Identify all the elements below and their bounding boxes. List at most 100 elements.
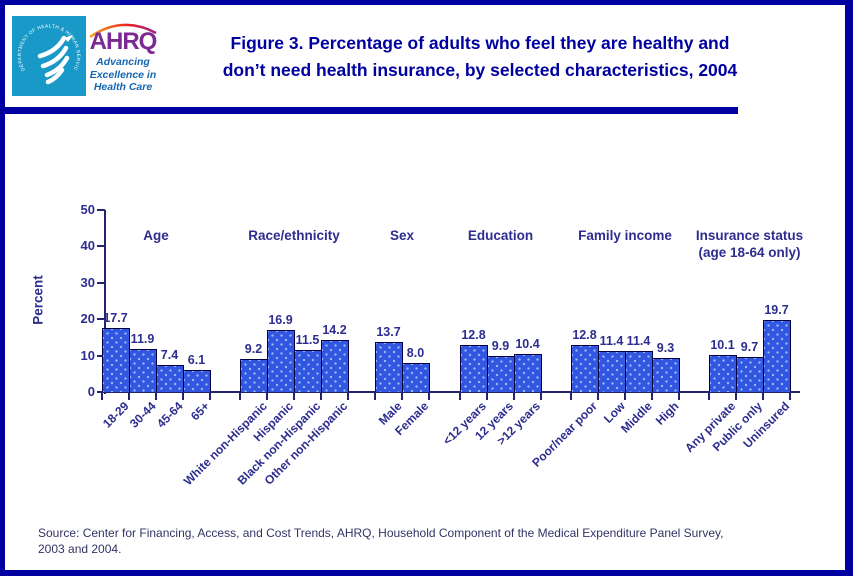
bar-value-label: 10.4: [515, 337, 540, 352]
bar: [625, 350, 653, 392]
group-label: Insurance status: [695, 228, 804, 243]
ahrq-tagline: Advancing Excellence in Health Care: [86, 56, 160, 94]
x-axis-tick: [459, 392, 461, 400]
bar-value-label: 6.1: [187, 352, 206, 367]
bar: [183, 369, 211, 392]
bar-value-label: 8.0: [406, 345, 425, 360]
bar-value-label: 14.2: [322, 323, 347, 338]
bar: [598, 350, 626, 392]
group-label: Family income: [578, 228, 672, 243]
y-axis-tick-label: 50: [80, 202, 95, 217]
x-axis-tick: [155, 392, 157, 400]
x-tick-label: 45-64: [153, 399, 186, 431]
bar-value-label: 11.4: [626, 333, 651, 348]
y-axis: [104, 210, 106, 394]
y-axis-tick-label: 0: [87, 384, 95, 399]
x-axis-tick: [182, 392, 184, 400]
bar: [652, 358, 680, 392]
bar-value-label: 17.7: [103, 310, 128, 325]
y-axis-tick: [97, 281, 105, 284]
x-axis-tick: [513, 392, 515, 400]
x-axis-tick: [374, 392, 376, 400]
bar: [129, 348, 157, 392]
x-axis-tick: [624, 392, 626, 400]
group-label: (age 18-64 only): [698, 245, 801, 260]
bar: [267, 330, 295, 392]
figure-title-line-2: don’t need health insurance, by selected…: [222, 60, 738, 80]
group-label: Race/ethnicity: [248, 228, 340, 243]
bar: [321, 340, 349, 392]
x-axis-tick: [239, 392, 241, 400]
x-axis-tick: [428, 392, 430, 400]
ahrq-tagline-line: Health Care: [93, 81, 153, 93]
group-label: Sex: [389, 228, 415, 243]
bar-value-label: 10.1: [710, 338, 735, 353]
x-tick-label: High: [652, 399, 682, 428]
bar: [402, 362, 430, 392]
bar-value-label: 12.8: [572, 328, 597, 343]
bar-value-label: 9.3: [656, 341, 675, 356]
x-tick-label: 18-29: [99, 399, 132, 431]
x-axis-tick: [570, 392, 572, 400]
x-axis-tick: [320, 392, 322, 400]
bar: [375, 342, 403, 392]
x-axis: [104, 391, 800, 393]
bar: [156, 365, 184, 392]
x-axis-tick: [209, 392, 211, 400]
bar: [294, 350, 322, 392]
ahrq-wordmark: AHRQ: [89, 28, 158, 55]
bar-value-label: 13.7: [376, 325, 401, 340]
x-axis-tick: [266, 392, 268, 400]
ahrq-logo: AHRQ Advancing Excellence in Health Care: [86, 16, 160, 96]
figure-title: Figure 3. Percentage of adults who feel …: [170, 30, 790, 84]
x-axis-tick: [651, 392, 653, 400]
bar-value-label: 16.9: [268, 313, 293, 328]
bar-value-label: 11.5: [295, 333, 320, 348]
bar: [763, 320, 791, 392]
bar-value-label: 11.4: [599, 333, 624, 348]
x-axis-tick: [762, 392, 764, 400]
bar: [460, 345, 488, 392]
x-axis-tick: [486, 392, 488, 400]
source-note: Source: Center for Financing, Access, an…: [38, 525, 828, 557]
ahrq-swoosh-icon: [89, 23, 157, 39]
x-axis-tick: [678, 392, 680, 400]
source-note-line-2: 2003 and 2004.: [38, 542, 122, 556]
bar: [487, 355, 515, 392]
bar-value-label: 9.9: [491, 338, 510, 353]
bar: [736, 356, 764, 392]
bar-value-label: 9.7: [740, 339, 759, 354]
y-axis-tick: [97, 245, 105, 248]
figure-title-line-1: Figure 3. Percentage of adults who feel …: [230, 33, 730, 53]
bar-value-label: 7.4: [160, 348, 179, 363]
x-axis-tick: [789, 392, 791, 400]
y-axis-tick-label: 20: [80, 311, 95, 327]
x-axis-tick: [101, 392, 103, 400]
x-axis-tick: [401, 392, 403, 400]
hhs-logo: DEPARTMENT OF HEALTH & HUMAN SERVICES • …: [10, 12, 86, 96]
group-label: Age: [143, 228, 169, 243]
ahrq-tagline-line: Advancing: [96, 56, 150, 68]
group-label: Education: [467, 228, 534, 243]
bar: [514, 354, 542, 392]
bar-value-label: 19.7: [764, 303, 789, 318]
hhs-ahrq-logo: DEPARTMENT OF HEALTH & HUMAN SERVICES • …: [10, 12, 160, 96]
y-axis-tick: [97, 354, 105, 357]
hhs-eagle-icon: DEPARTMENT OF HEALTH & HUMAN SERVICES • …: [10, 12, 81, 85]
x-tick-label: 30-44: [126, 399, 159, 431]
x-axis-tick: [293, 392, 295, 400]
bar: [709, 355, 737, 392]
y-axis-tick-label: 10: [80, 347, 95, 363]
bar-value-label: 12.8: [461, 328, 486, 343]
x-axis-tick: [128, 392, 130, 400]
x-axis-tick: [708, 392, 710, 400]
y-axis-tick: [97, 318, 105, 321]
ahrq-tagline-line: Excellence in: [89, 68, 157, 81]
x-axis-tick: [597, 392, 599, 400]
bar-value-label: 9.2: [244, 341, 263, 356]
bar-value-label: 11.9: [130, 331, 155, 346]
y-axis-tick-label: 30: [80, 274, 95, 290]
bar: [240, 358, 268, 392]
